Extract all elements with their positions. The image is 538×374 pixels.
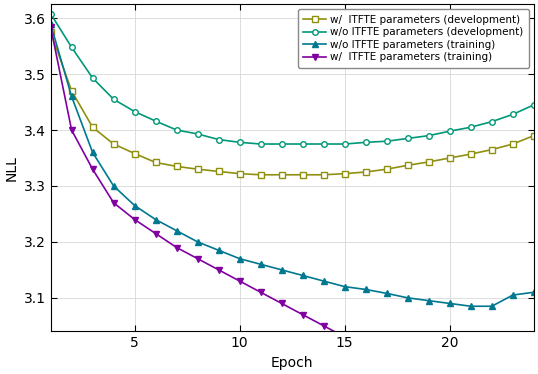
w/  ITFTE parameters (training) bbox=[173, 245, 180, 250]
w/o ITFTE parameters (development) bbox=[342, 142, 348, 146]
w/o ITFTE parameters (training) bbox=[530, 290, 537, 294]
w/o ITFTE parameters (development) bbox=[489, 119, 495, 124]
w/  ITFTE parameters (training) bbox=[321, 324, 327, 328]
w/o ITFTE parameters (training) bbox=[173, 229, 180, 233]
w/o ITFTE parameters (training) bbox=[110, 184, 117, 188]
w/o ITFTE parameters (development) bbox=[47, 12, 54, 16]
w/o ITFTE parameters (training) bbox=[215, 248, 222, 252]
w/o ITFTE parameters (development) bbox=[215, 137, 222, 142]
w/  ITFTE parameters (development) bbox=[363, 170, 369, 174]
w/o ITFTE parameters (training) bbox=[47, 21, 54, 26]
w/  ITFTE parameters (training) bbox=[237, 279, 243, 283]
w/o ITFTE parameters (development) bbox=[447, 129, 453, 134]
w/o ITFTE parameters (training) bbox=[447, 301, 453, 306]
w/  ITFTE parameters (development) bbox=[152, 160, 159, 165]
w/o ITFTE parameters (development) bbox=[237, 140, 243, 145]
w/  ITFTE parameters (training) bbox=[258, 290, 264, 294]
w/  ITFTE parameters (training) bbox=[279, 301, 285, 306]
w/o ITFTE parameters (development) bbox=[363, 140, 369, 145]
w/o ITFTE parameters (development) bbox=[321, 142, 327, 146]
w/o ITFTE parameters (development) bbox=[110, 97, 117, 101]
w/o ITFTE parameters (development) bbox=[194, 132, 201, 136]
w/  ITFTE parameters (development) bbox=[110, 142, 117, 146]
w/o ITFTE parameters (development) bbox=[426, 134, 432, 138]
w/  ITFTE parameters (development) bbox=[489, 147, 495, 152]
w/  ITFTE parameters (training) bbox=[110, 200, 117, 205]
w/o ITFTE parameters (training) bbox=[279, 268, 285, 272]
w/o ITFTE parameters (training) bbox=[405, 295, 411, 300]
Line: w/  ITFTE parameters (training): w/ ITFTE parameters (training) bbox=[47, 23, 537, 374]
w/o ITFTE parameters (training) bbox=[68, 94, 75, 99]
w/  ITFTE parameters (development) bbox=[258, 172, 264, 177]
w/  ITFTE parameters (development) bbox=[194, 167, 201, 171]
Y-axis label: NLL: NLL bbox=[4, 155, 18, 181]
w/  ITFTE parameters (development) bbox=[447, 156, 453, 160]
w/o ITFTE parameters (development) bbox=[509, 112, 516, 117]
w/o ITFTE parameters (training) bbox=[384, 291, 390, 295]
w/o ITFTE parameters (training) bbox=[426, 298, 432, 303]
w/o ITFTE parameters (training) bbox=[131, 203, 138, 208]
w/  ITFTE parameters (development) bbox=[342, 171, 348, 176]
w/o ITFTE parameters (training) bbox=[89, 150, 96, 155]
w/  ITFTE parameters (training) bbox=[152, 231, 159, 236]
w/o ITFTE parameters (development) bbox=[279, 142, 285, 146]
X-axis label: Epoch: Epoch bbox=[271, 356, 314, 370]
w/o ITFTE parameters (development) bbox=[68, 45, 75, 49]
w/  ITFTE parameters (training) bbox=[131, 217, 138, 222]
w/  ITFTE parameters (development) bbox=[300, 172, 306, 177]
Line: w/  ITFTE parameters (development): w/ ITFTE parameters (development) bbox=[48, 29, 536, 178]
w/o ITFTE parameters (development) bbox=[152, 119, 159, 123]
w/o ITFTE parameters (training) bbox=[321, 279, 327, 283]
w/  ITFTE parameters (development) bbox=[405, 163, 411, 168]
w/  ITFTE parameters (development) bbox=[384, 167, 390, 171]
w/  ITFTE parameters (development) bbox=[89, 125, 96, 129]
w/  ITFTE parameters (development) bbox=[279, 172, 285, 177]
w/  ITFTE parameters (training) bbox=[300, 312, 306, 317]
w/o ITFTE parameters (development) bbox=[530, 102, 537, 107]
w/o ITFTE parameters (development) bbox=[300, 142, 306, 146]
w/  ITFTE parameters (training) bbox=[194, 257, 201, 261]
w/  ITFTE parameters (development) bbox=[173, 164, 180, 169]
w/o ITFTE parameters (development) bbox=[131, 109, 138, 114]
w/  ITFTE parameters (training) bbox=[363, 346, 369, 350]
w/o ITFTE parameters (training) bbox=[194, 240, 201, 244]
Legend: w/  ITFTE parameters (development), w/o ITFTE parameters (development), w/o ITFT: w/ ITFTE parameters (development), w/o I… bbox=[298, 9, 529, 68]
w/  ITFTE parameters (training) bbox=[89, 167, 96, 171]
w/o ITFTE parameters (development) bbox=[384, 139, 390, 144]
w/o ITFTE parameters (development) bbox=[405, 136, 411, 141]
w/o ITFTE parameters (development) bbox=[258, 142, 264, 146]
w/  ITFTE parameters (development) bbox=[131, 151, 138, 156]
w/o ITFTE parameters (training) bbox=[363, 287, 369, 292]
w/  ITFTE parameters (training) bbox=[405, 368, 411, 373]
w/o ITFTE parameters (development) bbox=[89, 76, 96, 80]
w/  ITFTE parameters (training) bbox=[215, 268, 222, 272]
w/o ITFTE parameters (development) bbox=[468, 125, 474, 129]
w/o ITFTE parameters (training) bbox=[300, 273, 306, 278]
w/  ITFTE parameters (development) bbox=[215, 169, 222, 174]
Line: w/o ITFTE parameters (development): w/o ITFTE parameters (development) bbox=[48, 11, 536, 147]
w/  ITFTE parameters (training) bbox=[384, 357, 390, 362]
w/  ITFTE parameters (development) bbox=[68, 89, 75, 93]
w/  ITFTE parameters (development) bbox=[321, 172, 327, 177]
w/o ITFTE parameters (training) bbox=[489, 304, 495, 309]
w/o ITFTE parameters (training) bbox=[468, 304, 474, 309]
w/o ITFTE parameters (development) bbox=[173, 128, 180, 132]
w/o ITFTE parameters (training) bbox=[152, 217, 159, 222]
Line: w/o ITFTE parameters (training): w/o ITFTE parameters (training) bbox=[47, 20, 537, 310]
w/  ITFTE parameters (training) bbox=[47, 24, 54, 29]
w/  ITFTE parameters (training) bbox=[68, 128, 75, 132]
w/  ITFTE parameters (training) bbox=[342, 335, 348, 339]
w/  ITFTE parameters (development) bbox=[47, 30, 54, 34]
w/o ITFTE parameters (training) bbox=[342, 284, 348, 289]
w/o ITFTE parameters (training) bbox=[237, 257, 243, 261]
w/  ITFTE parameters (development) bbox=[237, 171, 243, 176]
w/  ITFTE parameters (development) bbox=[468, 152, 474, 156]
w/  ITFTE parameters (development) bbox=[426, 160, 432, 164]
w/o ITFTE parameters (training) bbox=[509, 293, 516, 297]
w/  ITFTE parameters (development) bbox=[530, 134, 537, 138]
w/  ITFTE parameters (development) bbox=[509, 142, 516, 146]
w/o ITFTE parameters (training) bbox=[258, 262, 264, 267]
